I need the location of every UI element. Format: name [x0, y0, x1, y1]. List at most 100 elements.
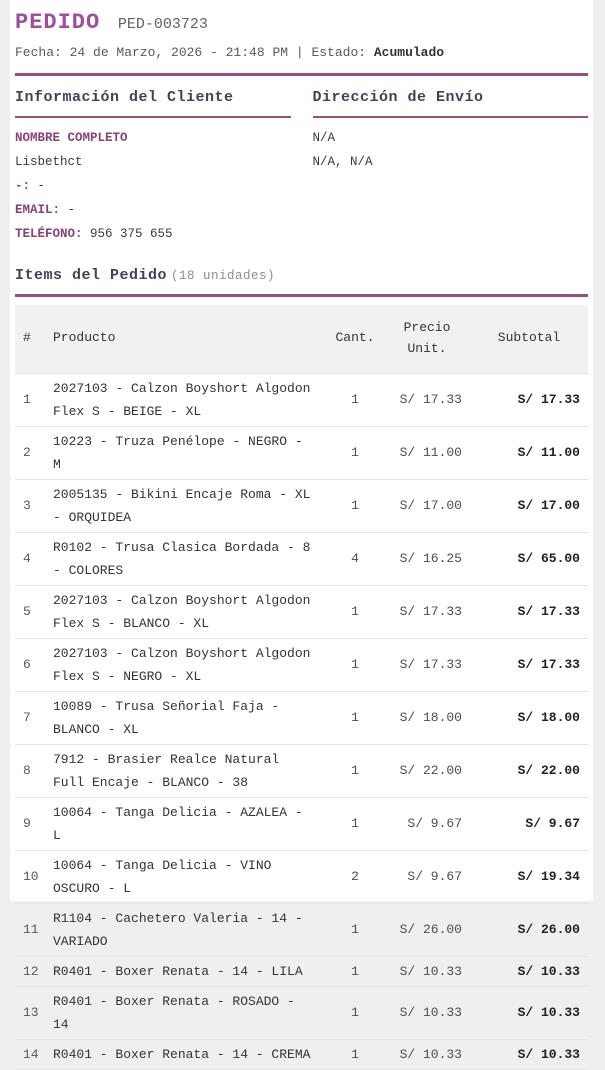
item-subtotal: S/ 65.00 [470, 531, 588, 586]
item-product-name: 2005135 - Bikini Encaje Roma - XL - ORQU… [45, 478, 326, 533]
item-unit-price: S/ 17.00 [384, 478, 470, 533]
order-title-row: PEDIDO PED-003723 [15, 10, 588, 35]
item-subtotal: S/ 10.33 [470, 1038, 588, 1070]
item-quantity: 1 [326, 985, 384, 1040]
item-unit-price: S/ 22.00 [384, 743, 470, 798]
item-number: 3 [15, 478, 45, 533]
table-row: 3 2005135 - Bikini Encaje Roma - XL - OR… [15, 478, 588, 533]
table-row: 2 10223 - Truza Penélope - NEGRO - M 1 S… [15, 425, 588, 480]
column-header-product: Producto [45, 305, 326, 374]
table-row: 5 2027103 - Calzon Boyshort Algodon Flex… [15, 584, 588, 639]
column-header-number: # [15, 305, 45, 374]
item-quantity: 1 [326, 743, 384, 798]
table-row: 12 R0401 - Boxer Renata - 14 - LILA 1 S/… [15, 955, 588, 987]
shipping-line-1: N/A [312, 131, 336, 145]
items-header-row: # Producto Cant. Precio Unit. Subtotal [15, 305, 588, 374]
shipping-heading: Dirección de Envío [312, 89, 588, 118]
item-subtotal: S/ 26.00 [470, 902, 588, 957]
items-section-heading: Items del Pedido (18 unidades) [15, 267, 588, 284]
item-product-name: 2027103 - Calzon Boyshort Algodon Flex S… [45, 372, 326, 427]
item-number: 11 [15, 902, 45, 957]
item-quantity: 1 [326, 478, 384, 533]
customer-info-panel: Información del Cliente NOMBRE COMPLETO … [15, 89, 291, 251]
item-unit-price: S/ 17.33 [384, 584, 470, 639]
item-number: 7 [15, 690, 45, 745]
item-number: 10 [15, 849, 45, 904]
table-row: 7 10089 - Trusa Señorial Faja - BLANCO -… [15, 690, 588, 745]
item-unit-price: S/ 17.33 [384, 372, 470, 427]
item-subtotal: S/ 18.00 [470, 690, 588, 745]
table-row: 13 R0401 - Boxer Renata - ROSADO - 14 1 … [15, 985, 588, 1040]
column-header-subtotal: Subtotal [470, 305, 588, 374]
item-product-name: R0102 - Trusa Clasica Bordada - 8 - COLO… [45, 531, 326, 586]
item-product-name: 10064 - Tanga Delicia - VINO OSCURO - L [45, 849, 326, 904]
item-subtotal: S/ 22.00 [470, 743, 588, 798]
item-number: 13 [15, 985, 45, 1040]
item-number: 5 [15, 584, 45, 639]
item-product-name: 10223 - Truza Penélope - NEGRO - M [45, 425, 326, 480]
item-quantity: 1 [326, 1038, 384, 1070]
item-number: 4 [15, 531, 45, 586]
item-subtotal: S/ 10.33 [470, 985, 588, 1040]
order-meta: Fecha: 24 de Marzo, 2026 - 21:48 PM | Es… [15, 45, 588, 60]
item-unit-price: S/ 11.00 [384, 425, 470, 480]
item-subtotal: S/ 11.00 [470, 425, 588, 480]
item-quantity: 1 [326, 584, 384, 639]
order-status-badge: Acumulado [373, 45, 445, 60]
item-product-name: R0401 - Boxer Renata - 14 - LILA [45, 955, 326, 987]
items-table: # Producto Cant. Precio Unit. Subtotal 1… [15, 305, 588, 1070]
item-subtotal: S/ 17.00 [470, 478, 588, 533]
item-quantity: 2 [326, 849, 384, 904]
customer-phone-label: TELÉFONO: [15, 227, 83, 241]
item-product-name: 10089 - Trusa Señorial Faja - BLANCO - X… [45, 690, 326, 745]
item-unit-price: S/ 26.00 [384, 902, 470, 957]
customer-email-label: EMAIL: [15, 203, 61, 217]
item-quantity: 1 [326, 902, 384, 957]
customer-phone-line: TELÉFONO: 956 375 655 [15, 227, 291, 242]
table-row: 1 2027103 - Calzon Boyshort Algodon Flex… [15, 372, 588, 427]
items-table-header: # Producto Cant. Precio Unit. Subtotal [15, 305, 588, 374]
order-detail-page: PEDIDO PED-003723 Fecha: 24 de Marzo, 20… [10, 0, 593, 1070]
header-divider [15, 73, 588, 76]
item-number: 2 [15, 425, 45, 480]
info-section: Información del Cliente NOMBRE COMPLETO … [15, 89, 588, 251]
customer-doc-label: -: [15, 179, 31, 193]
items-table-body: 1 2027103 - Calzon Boyshort Algodon Flex… [15, 372, 588, 1070]
items-heading-text: Items del Pedido [15, 267, 168, 284]
item-number: 6 [15, 637, 45, 692]
table-row: 8 7912 - Brasier Realce Natural Full Enc… [15, 743, 588, 798]
table-row: 4 R0102 - Trusa Clasica Bordada - 8 - CO… [15, 531, 588, 586]
item-number: 1 [15, 372, 45, 427]
column-header-quantity: Cant. [326, 305, 384, 374]
customer-doc-value: - [37, 179, 46, 193]
items-units-count: (18 unidades) [171, 269, 276, 283]
item-product-name: 7912 - Brasier Realce Natural Full Encaj… [45, 743, 326, 798]
customer-name-label: NOMBRE COMPLETO [15, 131, 128, 145]
item-subtotal: S/ 19.34 [470, 849, 588, 904]
item-subtotal: S/ 9.67 [470, 796, 588, 851]
item-quantity: 1 [326, 955, 384, 987]
item-number: 14 [15, 1038, 45, 1070]
item-product-name: 2027103 - Calzon Boyshort Algodon Flex S… [45, 584, 326, 639]
item-subtotal: S/ 10.33 [470, 955, 588, 987]
page-title: PEDIDO [15, 10, 101, 35]
table-row: 14 R0401 - Boxer Renata - 14 - CREMA 1 S… [15, 1038, 588, 1070]
customer-email-line: EMAIL: - [15, 203, 291, 218]
item-quantity: 1 [326, 796, 384, 851]
item-unit-price: S/ 9.67 [384, 849, 470, 904]
table-row: 10 10064 - Tanga Delicia - VINO OSCURO -… [15, 849, 588, 904]
item-subtotal: S/ 17.33 [470, 372, 588, 427]
item-unit-price: S/ 18.00 [384, 690, 470, 745]
table-row: 11 R1104 - Cachetero Valeria - 14 - VARI… [15, 902, 588, 957]
item-product-name: R1104 - Cachetero Valeria - 14 - VARIADO [45, 902, 326, 957]
column-header-unit-price: Precio Unit. [384, 305, 470, 374]
item-quantity: 1 [326, 690, 384, 745]
customer-phone-value: 956 375 655 [90, 227, 173, 241]
item-product-name: R0401 - Boxer Renata - 14 - CREMA [45, 1038, 326, 1070]
item-product-name: 10064 - Tanga Delicia - AZALEA - L [45, 796, 326, 851]
customer-email-value: - [67, 203, 76, 217]
order-meta-text: Fecha: 24 de Marzo, 2026 - 21:48 PM | Es… [15, 45, 374, 60]
items-divider [15, 294, 588, 297]
shipping-address-panel: Dirección de Envío N/A N/A, N/A [312, 89, 588, 251]
item-unit-price: S/ 17.33 [384, 637, 470, 692]
